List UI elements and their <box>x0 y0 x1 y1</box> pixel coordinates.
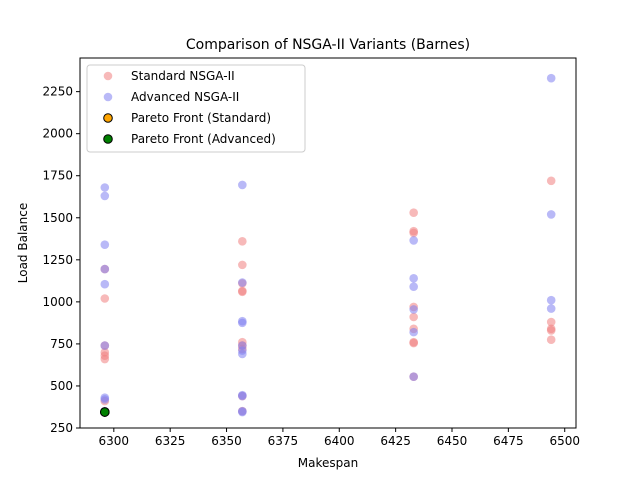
data-point <box>409 228 418 238</box>
data-point <box>238 260 247 270</box>
data-point <box>238 237 247 246</box>
legend-label: Advanced NSGA-II <box>131 90 239 104</box>
y-tick-label: 1500 <box>42 211 73 225</box>
data-point <box>100 407 110 417</box>
y-tick-label: 2250 <box>42 85 73 99</box>
data-point <box>238 407 247 417</box>
chart-title: Comparison of NSGA-II Variants (Barnes) <box>186 37 470 53</box>
data-point <box>409 312 418 322</box>
data-point <box>546 335 556 345</box>
x-axis-label: Makespan <box>298 456 358 470</box>
data-point <box>409 208 418 218</box>
data-point <box>238 287 247 297</box>
data-point <box>100 191 110 201</box>
y-tick-label: 1750 <box>42 169 73 183</box>
data-point <box>238 318 247 328</box>
data-point <box>238 391 247 401</box>
data-point <box>100 395 110 404</box>
data-point <box>100 341 110 350</box>
data-point <box>546 326 556 335</box>
data-point <box>546 210 556 219</box>
data-point <box>546 295 556 305</box>
y-tick-label: 1250 <box>42 253 73 267</box>
data-point <box>409 338 418 348</box>
legend: Standard NSGA-II Advanced NSGA-II Pareto F… <box>86 64 306 153</box>
x-axis: 6300 6325 6350 6375 6400 6425 6450 6475 6500 <box>99 428 580 448</box>
data-point <box>546 304 556 313</box>
y-tick-label: 2000 <box>42 127 73 141</box>
y-tick-label: 750 <box>50 337 73 351</box>
points-layer <box>100 73 556 417</box>
data-point <box>409 372 418 382</box>
plot-frame <box>79 57 577 429</box>
x-tick-label: 6500 <box>549 434 580 448</box>
y-axis: 250 500 750 1000 1250 1500 1750 2000 2250 <box>42 85 80 435</box>
data-point <box>100 294 110 303</box>
x-tick-label: 6325 <box>155 434 186 448</box>
data-point <box>238 278 247 287</box>
legend-label: Pareto Front (Standard) <box>131 111 271 125</box>
x-tick-label: 6450 <box>437 434 468 448</box>
data-point <box>409 282 418 292</box>
data-point <box>546 317 556 327</box>
data-point <box>546 73 556 83</box>
y-tick-label: 1000 <box>42 295 73 309</box>
data-point <box>100 240 110 249</box>
x-tick-label: 6400 <box>324 434 355 448</box>
legend-marker <box>103 92 113 102</box>
legend-label: Pareto Front (Advanced) <box>131 132 276 146</box>
x-tick-label: 6475 <box>493 434 524 448</box>
y-tick-label: 250 <box>50 421 73 435</box>
y-axis-label: Load Balance <box>16 203 30 283</box>
data-point <box>100 183 110 192</box>
legend-label: Standard NSGA-II <box>131 69 235 83</box>
legend-box <box>86 64 306 153</box>
x-tick-label: 6375 <box>268 434 299 448</box>
x-tick-label: 6425 <box>380 434 411 448</box>
data-point <box>238 349 247 359</box>
data-point <box>409 305 418 314</box>
legend-marker <box>103 71 113 81</box>
data-point <box>546 176 556 186</box>
x-tick-label: 6300 <box>99 434 130 448</box>
y-tick-label: 500 <box>50 379 73 393</box>
data-point <box>100 279 110 289</box>
x-tick-label: 6350 <box>211 434 242 448</box>
data-point <box>100 264 110 274</box>
data-point <box>409 274 418 283</box>
legend-marker <box>103 113 113 123</box>
data-point <box>409 236 418 245</box>
data-point <box>409 327 418 337</box>
data-point <box>100 354 110 364</box>
data-point <box>238 180 247 190</box>
legend-marker <box>103 134 113 144</box>
